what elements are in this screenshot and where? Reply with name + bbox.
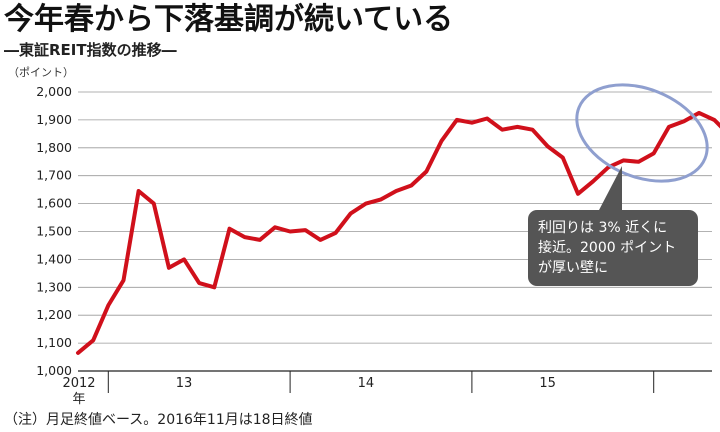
x-tick-label: 2012 (62, 376, 95, 391)
footnote: （注）月足終値ベース。2016年11月は18日終値 (4, 412, 313, 428)
callout-line: が厚い壁に (538, 260, 608, 276)
data-series (76, 110, 720, 355)
y-tick-label: 1,000 (36, 363, 72, 378)
x-tick-label: 15 (539, 376, 556, 391)
y-tick-label: 1,600 (36, 196, 72, 211)
y-tick-label: 1,400 (36, 251, 72, 266)
y-axis-ticks: 1,000 1,100 1,200 1,300 1,400 1,500 1,600 1,700… (36, 84, 72, 378)
callout-pointer (598, 166, 622, 212)
y-tick-label: 1,500 (36, 224, 72, 239)
y-tick-label: 1,300 (36, 279, 72, 294)
y-tick-label: 1,100 (36, 335, 72, 350)
y-tick-label: 1,800 (36, 140, 72, 155)
x-axis: 2012年13141516 (62, 371, 655, 407)
x-tick-label: 14 (358, 376, 375, 391)
y-axis-unit: （ポイント） (8, 66, 74, 79)
highlight-ellipse (575, 83, 709, 183)
callout-line: 利回りは 3% 近くに (538, 220, 667, 236)
y-tick-label: 1,700 (36, 168, 72, 183)
callout-box (528, 210, 698, 286)
y-tick-label: 2,000 (36, 84, 72, 99)
chart-subtitle: ―東証REIT指数の推移― (4, 41, 177, 59)
y-tick-label: 1,900 (36, 112, 72, 127)
y-tick-label: 1,200 (36, 307, 72, 322)
x-tick-sublabel: 年 (72, 392, 85, 407)
callout-line: 接近。2000 ポイント (538, 239, 676, 256)
x-tick-label: 13 (176, 376, 193, 391)
chart-title: 今年春から下落基調が続いている (4, 2, 454, 37)
